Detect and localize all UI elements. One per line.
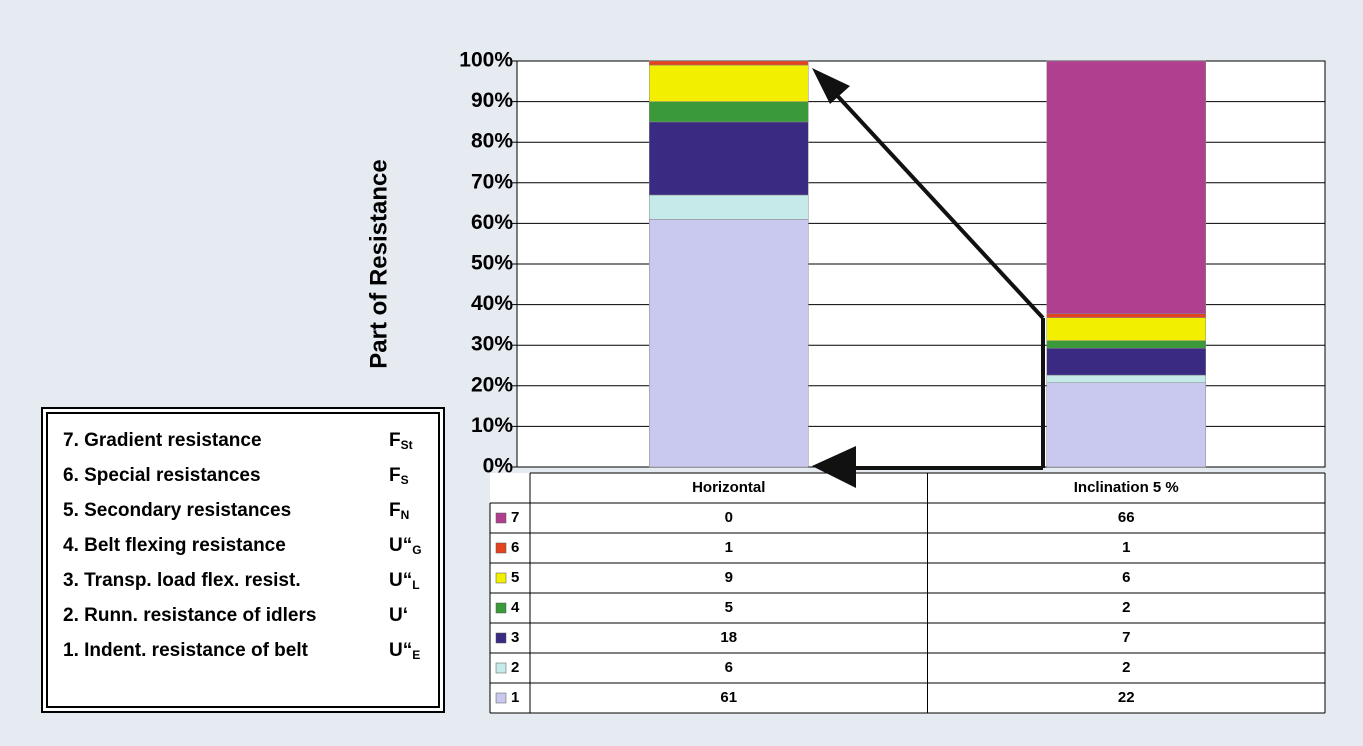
table-header: Horizontal	[692, 479, 765, 496]
table-value: 6	[1122, 569, 1130, 586]
bar-segment	[1046, 340, 1206, 349]
y-tick-label: 90%	[471, 89, 513, 112]
bar-segment	[1046, 374, 1206, 383]
key-symbol: FS	[389, 465, 409, 487]
bar-segment	[649, 194, 809, 220]
key-symbol-main: U“	[389, 570, 412, 591]
key-symbol: FN	[389, 500, 409, 522]
key-symbol-sub: N	[401, 508, 410, 522]
table-value: 6	[725, 659, 733, 676]
table-value: 18	[720, 629, 737, 646]
bar-segment	[649, 121, 809, 196]
bar-segment	[1046, 313, 1206, 318]
key-symbol: U“E	[389, 640, 420, 662]
bar-segment	[649, 64, 809, 102]
legend-swatch	[495, 632, 507, 644]
key-symbol-main: F	[389, 500, 401, 521]
key-symbol-main: U“	[389, 640, 412, 661]
y-tick-label: 50%	[471, 252, 513, 275]
legend-label: 3	[511, 629, 519, 646]
arrow-head	[812, 68, 850, 104]
y-tick-label: 30%	[471, 333, 513, 356]
y-tick-label: 60%	[471, 211, 513, 234]
table-value: 5	[725, 599, 733, 616]
table-value: 66	[1118, 509, 1135, 526]
table-value: 9	[725, 569, 733, 586]
table-value: 2	[1122, 599, 1130, 616]
arrow-head	[812, 446, 856, 488]
key-symbol-main: U“	[389, 535, 412, 556]
legend-swatch	[495, 572, 507, 584]
bar-segment	[649, 101, 809, 123]
key-label: 7. Gradient resistance	[63, 430, 262, 451]
legend-swatch	[495, 542, 507, 554]
bar-segment	[1046, 382, 1206, 468]
key-border	[41, 407, 445, 713]
y-axis-label: Part of Resistance	[365, 159, 392, 368]
key-symbol-main: F	[389, 430, 401, 451]
table-header: Inclination 5 %	[1074, 479, 1179, 496]
legend-label: 6	[511, 539, 519, 556]
legend-label: 7	[511, 509, 519, 526]
table-value: 1	[1122, 539, 1130, 556]
key-symbol: U“G	[389, 535, 422, 557]
key-label: 2. Runn. resistance of idlers	[63, 605, 316, 626]
key-symbol-main: F	[389, 465, 401, 486]
key-label: 6. Special resistances	[63, 465, 261, 486]
y-tick-label: 20%	[471, 373, 513, 396]
key-symbol-sub: G	[412, 543, 421, 557]
key-border-inner	[46, 412, 440, 708]
key-symbol: FSt	[389, 430, 413, 452]
table-value: 22	[1118, 689, 1135, 706]
legend-label: 1	[511, 689, 519, 706]
table-value: 2	[1122, 659, 1130, 676]
y-tick-label: 40%	[471, 292, 513, 315]
y-tick-label: 80%	[471, 130, 513, 153]
legend-label: 4	[511, 599, 520, 616]
key-symbol-sub: St	[401, 438, 413, 452]
table-value: 0	[725, 509, 733, 526]
bar-segment	[649, 219, 809, 468]
key-symbol-sub: E	[412, 648, 420, 662]
key-label: 4. Belt flexing resistance	[63, 535, 286, 556]
bar-segment	[1046, 348, 1206, 376]
bar-segment	[649, 60, 809, 66]
key-label: 5. Secondary resistances	[63, 500, 291, 521]
key-label: 1. Indent. resistance of belt	[63, 640, 309, 661]
key-symbol: U‘	[389, 605, 408, 626]
legend-swatch	[495, 512, 507, 524]
bar-segment	[1046, 317, 1206, 341]
y-tick-label: 10%	[471, 414, 513, 437]
table-value: 1	[725, 539, 733, 556]
bar-segment	[1046, 60, 1206, 315]
legend-swatch	[495, 692, 507, 704]
key-symbol-main: U‘	[389, 605, 408, 626]
legend-swatch	[495, 662, 507, 674]
table-value: 7	[1122, 629, 1130, 646]
y-tick-label: 0%	[483, 455, 514, 478]
legend-label: 2	[511, 659, 519, 676]
y-tick-label: 70%	[471, 170, 513, 193]
key-symbol-sub: S	[401, 473, 409, 487]
legend-swatch	[495, 602, 507, 614]
key-symbol-sub: L	[412, 578, 419, 592]
key-label: 3. Transp. load flex. resist.	[63, 570, 301, 591]
y-tick-label: 100%	[459, 49, 513, 72]
key-symbol: U“L	[389, 570, 420, 592]
arrow-shaft	[830, 88, 1045, 320]
table-value: 61	[720, 689, 737, 706]
legend-label: 5	[511, 569, 519, 586]
